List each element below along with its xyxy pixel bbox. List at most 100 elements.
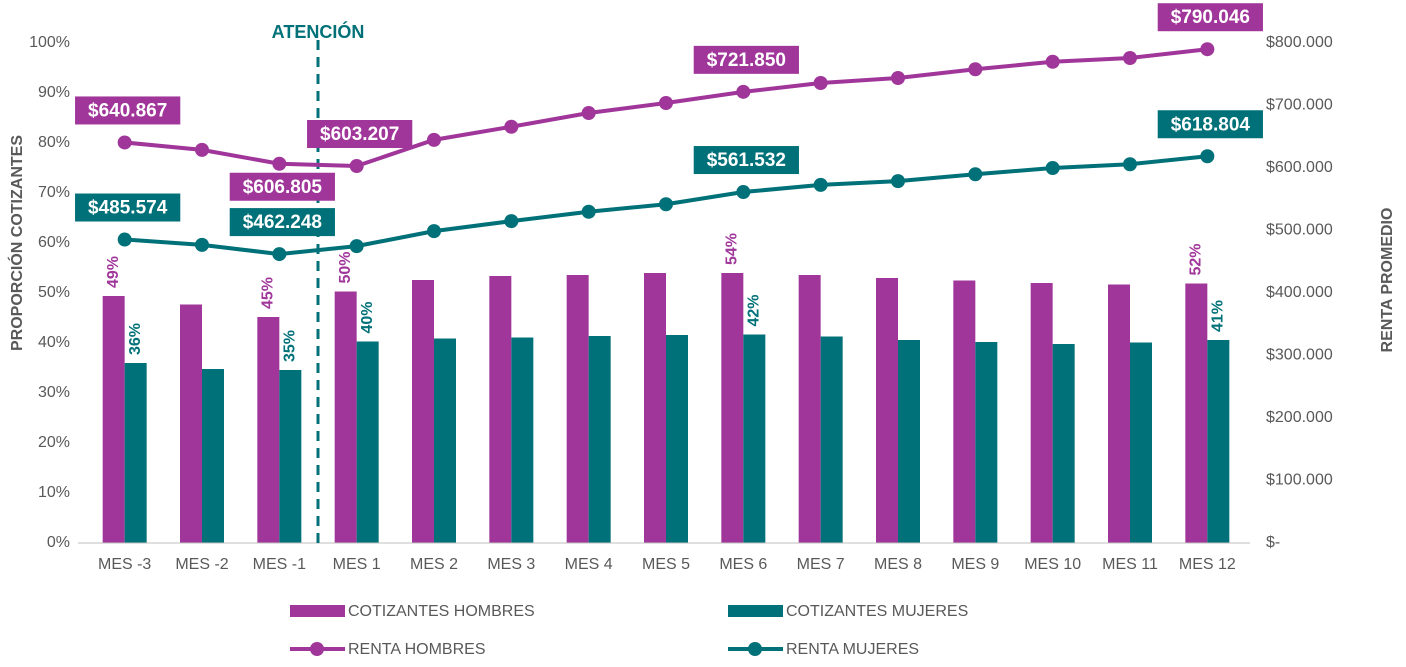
x-tick-label: MES -2 bbox=[175, 556, 228, 573]
bar bbox=[644, 273, 666, 543]
bar bbox=[180, 304, 202, 543]
x-tick-label: MES 5 bbox=[642, 556, 690, 573]
line-marker bbox=[504, 119, 519, 134]
y2-tick-label: $700.000 bbox=[1266, 97, 1333, 114]
legend-marker bbox=[748, 642, 762, 656]
bar-value-label: 50% bbox=[337, 251, 354, 283]
line-marker bbox=[968, 167, 983, 182]
bar bbox=[1108, 284, 1130, 543]
line-marker bbox=[349, 158, 364, 173]
data-label: $606.805 bbox=[229, 172, 335, 201]
y2-tick-label: $300.000 bbox=[1266, 347, 1333, 364]
bar bbox=[124, 363, 147, 543]
bar bbox=[743, 334, 766, 543]
line-marker bbox=[1200, 42, 1215, 57]
data-label-box bbox=[75, 96, 181, 125]
data-label: $485.574 bbox=[75, 193, 181, 222]
x-tick-label: MES 4 bbox=[565, 556, 613, 573]
bar-value-label: 40% bbox=[359, 301, 376, 333]
y-axis-label: PROPORCIÓN COTIZANTES bbox=[7, 135, 26, 351]
bar bbox=[953, 280, 976, 543]
bar-value-label: 35% bbox=[282, 330, 299, 362]
line-marker bbox=[968, 62, 983, 77]
y-tick-label: 100% bbox=[29, 34, 70, 51]
data-label: $721.850 bbox=[693, 45, 799, 74]
data-label-box bbox=[229, 172, 335, 201]
annotation: ATENCIÓN bbox=[272, 21, 365, 42]
x-tick-label: MES 11 bbox=[1102, 556, 1158, 573]
legend-swatch bbox=[728, 605, 783, 617]
data-label: $790.046 bbox=[1157, 3, 1263, 32]
data-label-box bbox=[229, 208, 335, 237]
bar bbox=[1130, 342, 1152, 543]
data-label-text: $561.532 bbox=[707, 150, 786, 171]
bar bbox=[102, 296, 125, 543]
legend-label: RENTA HOMBRES bbox=[348, 641, 486, 658]
line-marker bbox=[272, 156, 287, 171]
line-marker bbox=[427, 132, 441, 147]
x-tick-label: MES 3 bbox=[487, 556, 535, 573]
data-label-text: $640.867 bbox=[88, 100, 167, 121]
bar-value-label: 45% bbox=[260, 277, 277, 309]
line-marker bbox=[891, 71, 905, 85]
line-marker bbox=[117, 135, 132, 150]
bar bbox=[820, 336, 843, 543]
line-marker bbox=[659, 197, 673, 212]
x-tick-label: MES -3 bbox=[98, 556, 151, 573]
x-tick-label: MES 12 bbox=[1179, 556, 1236, 573]
x-tick-label: MES 10 bbox=[1024, 556, 1081, 573]
y2-tick-label: $800.000 bbox=[1266, 34, 1333, 51]
legend-label: COTIZANTES MUJERES bbox=[786, 603, 968, 620]
y2-tick-label: $200.000 bbox=[1266, 409, 1333, 426]
y2-tick-label: $600.000 bbox=[1266, 159, 1333, 176]
y-tick-label: 60% bbox=[38, 234, 70, 251]
bar bbox=[798, 275, 821, 543]
bar bbox=[566, 275, 589, 543]
y-tick-label: 40% bbox=[38, 334, 70, 351]
bar bbox=[511, 337, 534, 543]
bar bbox=[1207, 340, 1230, 543]
data-label: $640.867 bbox=[75, 96, 181, 125]
bar bbox=[975, 342, 998, 543]
line-marker bbox=[117, 232, 132, 247]
data-label-text: $721.850 bbox=[707, 50, 786, 71]
bar bbox=[279, 370, 302, 543]
data-label-box bbox=[1157, 110, 1263, 139]
line-marker bbox=[736, 185, 751, 200]
data-label: $603.207 bbox=[307, 119, 413, 148]
legend-label: COTIZANTES HOMBRES bbox=[348, 603, 535, 620]
y-tick-label: 90% bbox=[38, 84, 70, 101]
line-marker bbox=[195, 142, 209, 157]
bar bbox=[434, 338, 456, 543]
bar bbox=[489, 276, 512, 543]
data-label-text: $603.207 bbox=[320, 124, 399, 145]
line-marker bbox=[1123, 157, 1137, 172]
data-label-box bbox=[1157, 3, 1263, 32]
data-label-box bbox=[307, 119, 413, 148]
x-tick-label: MES 7 bbox=[797, 556, 845, 573]
line-marker bbox=[1045, 161, 1060, 175]
legend-swatch bbox=[290, 605, 345, 617]
data-label-box bbox=[75, 193, 181, 222]
y-tick-label: 50% bbox=[38, 284, 70, 301]
y-tick-label: 70% bbox=[38, 184, 70, 201]
data-label: $561.532 bbox=[693, 146, 799, 175]
line-marker bbox=[1123, 51, 1137, 65]
y2-tick-label: $100.000 bbox=[1266, 472, 1333, 489]
data-label: $618.804 bbox=[1157, 110, 1263, 139]
line-marker bbox=[659, 96, 673, 110]
x-tick-label: MES 8 bbox=[874, 556, 922, 573]
line-marker bbox=[272, 247, 287, 262]
y2-tick-label: $400.000 bbox=[1266, 284, 1333, 301]
x-tick-label: MES 6 bbox=[719, 556, 767, 573]
y-tick-label: 0% bbox=[47, 534, 70, 551]
bar-value-label: 52% bbox=[1188, 243, 1205, 275]
x-tick-label: MES 2 bbox=[410, 556, 458, 573]
bar bbox=[334, 291, 357, 543]
bar bbox=[412, 280, 434, 543]
y-tick-label: 30% bbox=[38, 384, 70, 401]
data-label-box bbox=[693, 146, 799, 175]
bar-value-label: 42% bbox=[746, 294, 763, 326]
data-label-text: $790.046 bbox=[1171, 7, 1250, 28]
